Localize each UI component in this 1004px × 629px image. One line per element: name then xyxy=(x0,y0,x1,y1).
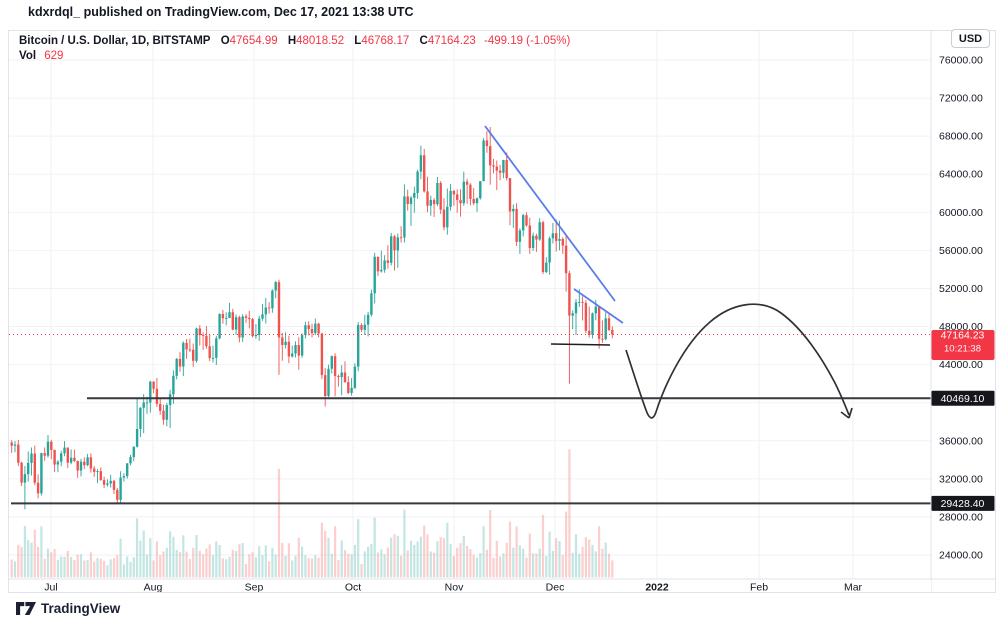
drawing-annotations[interactable] xyxy=(11,125,931,505)
price-tick-label: 44000.00 xyxy=(939,359,983,371)
price-tick-label: 32000.00 xyxy=(939,473,983,485)
time-tick-label: 2022 xyxy=(645,582,669,593)
tradingview-attribution-text: TradingView xyxy=(41,601,121,616)
time-tick-label: Sep xyxy=(245,582,264,593)
tradingview-logo-icon xyxy=(16,602,36,615)
price-tick-label: 72000.00 xyxy=(939,93,983,105)
svg-text:40469.10: 40469.10 xyxy=(941,393,985,405)
chart-widget: 76000.00 72000.00 68000.00 64000.00 60000.00… xyxy=(8,30,996,593)
price-tick-label: 52000.00 xyxy=(939,283,983,295)
support-price-badge-40469 xyxy=(931,390,995,406)
tradingview-attribution[interactable]: TradingView xyxy=(16,601,120,616)
gridlines xyxy=(9,31,931,579)
volume-series xyxy=(10,449,614,578)
candlestick-series[interactable] xyxy=(10,127,614,510)
descending-trendline-main xyxy=(484,125,616,302)
time-tick-label: Dec xyxy=(546,582,565,593)
projection-arrow-curve xyxy=(625,303,850,419)
svg-text:47164.23: 47164.23 xyxy=(941,329,985,341)
projection-arrow-head xyxy=(848,407,853,419)
chart-canvas[interactable]: 76000.00 72000.00 68000.00 64000.00 60000.00… xyxy=(9,31,995,592)
time-tick-label: Aug xyxy=(144,582,163,593)
time-tick-label: Jul xyxy=(44,582,57,593)
time-tick-label: Oct xyxy=(345,582,361,593)
price-tick-label: 68000.00 xyxy=(939,131,983,143)
svg-text:29428.40: 29428.40 xyxy=(941,498,985,510)
publish-info-text: kdxrdql_ published on TradingView.com, D… xyxy=(28,5,414,19)
time-tick-label: Nov xyxy=(445,582,464,593)
time-scale[interactable]: Jul Aug Sep Oct Nov Dec 2022 Feb Mar xyxy=(9,578,995,593)
price-scale[interactable]: 76000.00 72000.00 68000.00 64000.00 60000.00… xyxy=(930,31,995,592)
time-tick-label: Mar xyxy=(844,582,863,593)
price-tick-label: 76000.00 xyxy=(939,55,983,67)
price-tick-label: 64000.00 xyxy=(939,169,983,181)
bar-countdown: 10:21:38 xyxy=(944,343,981,354)
short-support-line xyxy=(550,343,611,346)
price-tick-label: 56000.00 xyxy=(939,245,983,257)
price-tick-label: 24000.00 xyxy=(939,550,983,562)
descending-trendline-minor xyxy=(573,288,624,324)
price-tick-label: 36000.00 xyxy=(939,435,983,447)
price-tick-label: 28000.00 xyxy=(939,511,983,523)
current-price-badge xyxy=(931,329,995,360)
projection-arrow-head xyxy=(840,411,850,419)
time-tick-label: Feb xyxy=(750,582,768,593)
support-price-badge-29428 xyxy=(931,495,995,511)
currency-toggle-button[interactable]: USD xyxy=(951,29,990,48)
price-tick-label: 60000.00 xyxy=(939,207,983,219)
